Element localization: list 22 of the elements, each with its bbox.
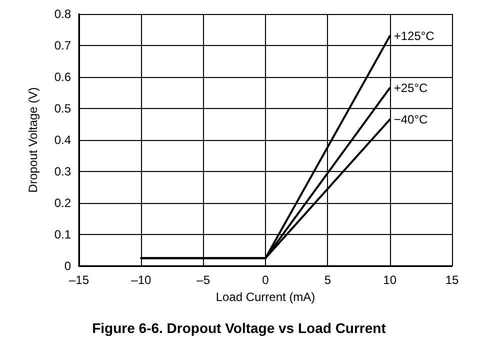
y-tick-label: 0.4 xyxy=(54,133,72,147)
x-tick-label: 10 xyxy=(383,273,397,287)
y-tick-label: 0 xyxy=(64,259,72,273)
y-tick-label: 0.3 xyxy=(54,164,72,178)
x-tick-label: 0 xyxy=(262,273,270,287)
x-tick-label: –10 xyxy=(131,273,152,287)
y-tick-label: 0.5 xyxy=(54,102,72,116)
x-axis-title: Load Current (mA) xyxy=(216,290,316,304)
x-tick-label: –5 xyxy=(196,273,210,287)
text: Figure 6-6. Dropout Voltage vs Load Current xyxy=(92,320,386,336)
y-tick-label: 0.7 xyxy=(54,38,72,52)
y-tick-label: 0.2 xyxy=(54,196,72,210)
y-tick-label: 0.1 xyxy=(54,228,72,242)
y-axis-title: Dropout Voltage (V) xyxy=(26,87,40,193)
series-label: −40°C xyxy=(394,112,428,127)
x-tick-label: –15 xyxy=(68,273,90,287)
series-label: +25°C xyxy=(394,81,428,96)
series-label: +125°C xyxy=(394,29,435,44)
y-tick-label: 0.6 xyxy=(54,70,72,84)
x-tick-label: 5 xyxy=(324,273,332,287)
x-tick-label: 15 xyxy=(445,273,459,287)
y-tick-label: 0.8 xyxy=(54,7,72,21)
